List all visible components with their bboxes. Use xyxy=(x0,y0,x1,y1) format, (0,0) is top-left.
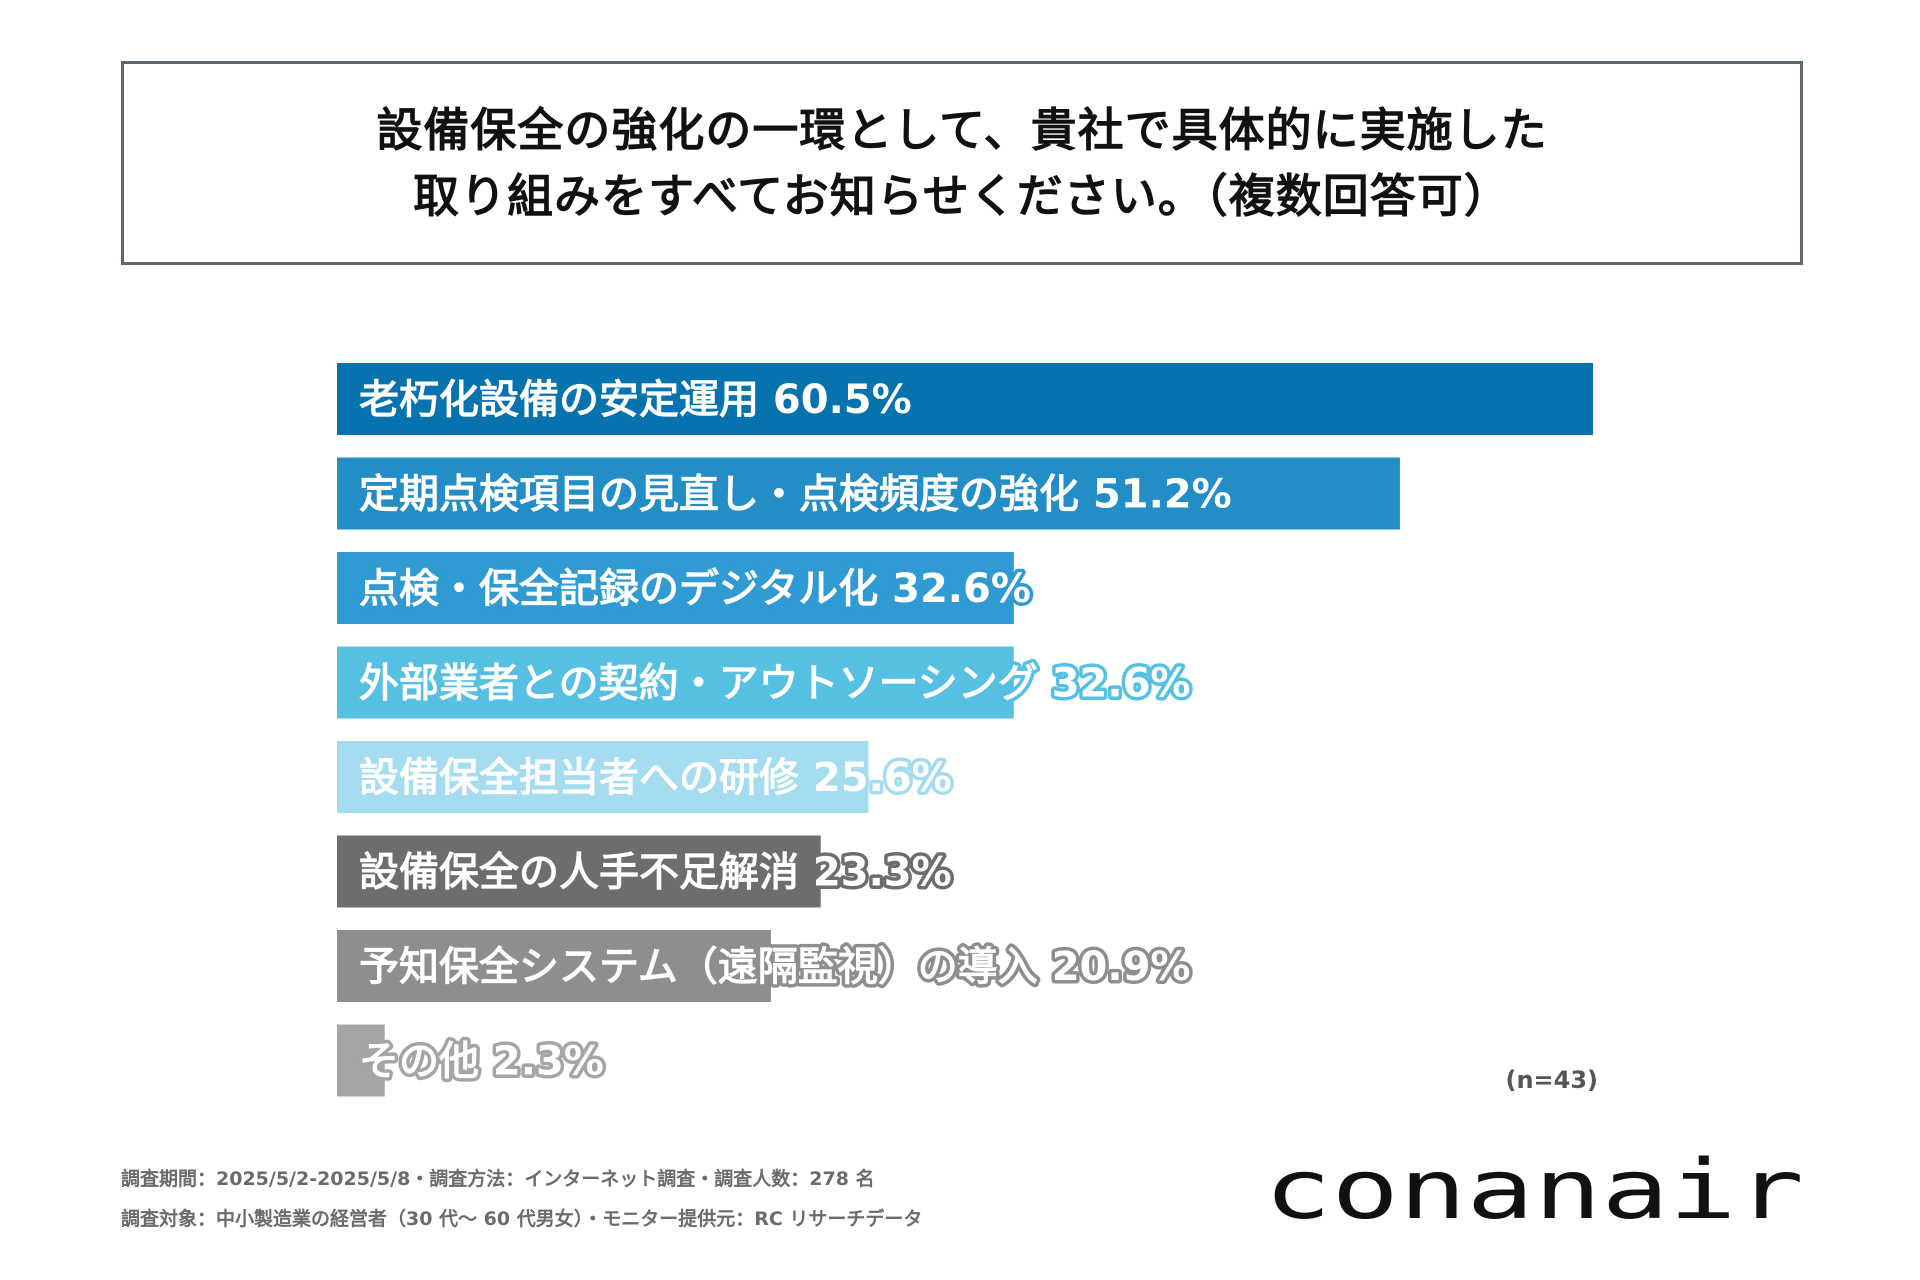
bar-label-3: 点検・保全記録のデジタル化 32.6% xyxy=(359,566,1031,612)
bar-7 xyxy=(337,930,771,1002)
bar-label-4: 外部業者との契約・アウトソーシング 32.6% xyxy=(359,661,1191,707)
bar-8 xyxy=(337,1024,385,1097)
survey-info-line-2: 調査対象：中小製造業の経営者（30 代～ 60 代男女）・モニター提供元：RC … xyxy=(121,1208,923,1230)
bar-6 xyxy=(337,835,821,908)
bar-label-1: 老朽化設備の安定運用 60.5% xyxy=(359,377,912,423)
chart-title-line-1: 設備保全の強化の一環として、貴社で具体的に実施した xyxy=(376,103,1548,157)
bar-label-8: その他 2.3% xyxy=(359,1039,604,1085)
bar-5 xyxy=(337,741,869,813)
conanair-logo: conanair xyxy=(1264,1143,1804,1234)
bar-4 xyxy=(337,646,1014,719)
bar-label-6: 設備保全の人手不足解消 23.3% xyxy=(359,850,952,896)
bar-2 xyxy=(337,457,1400,530)
bar-label-5: 設備保全担当者への研修 25.6% xyxy=(359,755,952,801)
bar-label-7: 予知保全システム（遠隔監視）の導入 20.9% xyxy=(359,944,1191,990)
bar-label-2: 定期点検項目の見直し・点検頻度の強化 51.2% xyxy=(359,472,1232,518)
sample-size-label: (n=43) xyxy=(1505,1066,1598,1094)
survey-info-line-1: 調査期間：2025/5/2-2025/5/8・調査方法：インターネット調査・調査… xyxy=(121,1168,875,1190)
logo-text: conanair xyxy=(1264,1143,1804,1234)
title-box: 設備保全の強化の一環として、貴社で具体的に実施した 取り組みをすべてお知らせくだ… xyxy=(121,61,1803,265)
bar-1 xyxy=(337,363,1593,435)
chart-title-line-2: 取り組みをすべてお知らせください。（複数回答可） xyxy=(413,169,1511,223)
bar-3 xyxy=(337,552,1014,624)
